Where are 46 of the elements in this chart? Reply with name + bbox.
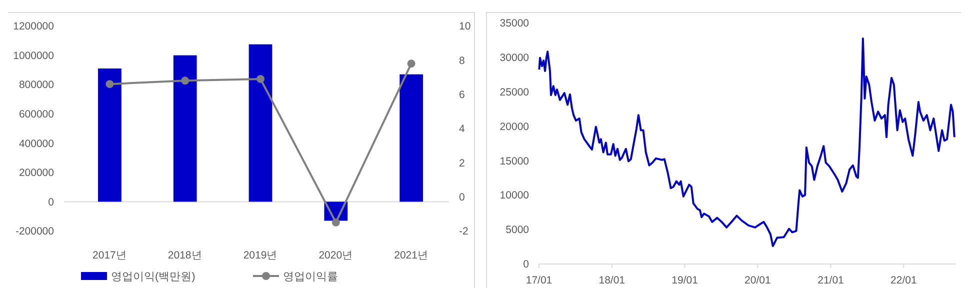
legend-label: 영업이익(백만원) <box>111 270 196 283</box>
y-tick-label: 200000 <box>18 167 54 180</box>
y2-tick-label: 4 <box>459 123 465 136</box>
y-tick-label: 10000 <box>500 190 530 202</box>
y-tick-label: 0 <box>523 258 530 271</box>
y2-tick-label: 6 <box>459 89 465 102</box>
y-tick-label: 15000 <box>500 155 530 168</box>
x-tick-label: 20/01 <box>744 274 771 287</box>
x-tick-label: 18/01 <box>598 274 626 287</box>
y-tick-label: 800000 <box>18 79 54 92</box>
x-tick-label: 2020년 <box>318 250 354 262</box>
point <box>181 76 190 85</box>
y-tick-label: 5000 <box>506 224 530 236</box>
y-tick-label: 0 <box>48 196 54 208</box>
x-tick-label: 2021년 <box>394 250 428 262</box>
y-tick-label: 400000 <box>18 138 54 150</box>
point <box>407 60 416 68</box>
y-tick-label: 25000 <box>500 86 530 98</box>
bar <box>400 74 423 202</box>
y2-tick-label: 8 <box>459 54 465 67</box>
y-tick-label: 20000 <box>500 120 530 133</box>
bar <box>173 55 197 202</box>
point <box>106 80 114 88</box>
x-tick-label: 19/01 <box>672 274 698 287</box>
x-tick-label: 2018년 <box>168 250 202 262</box>
y-tick-label: -200000 <box>15 226 54 238</box>
x-tick-label: 2017년 <box>92 250 127 262</box>
y2-tick-label: 0 <box>459 192 465 204</box>
x-tick-label: 21/01 <box>818 274 844 287</box>
bar <box>98 68 122 202</box>
y-tick-label: 35000 <box>500 17 530 30</box>
point <box>332 218 340 226</box>
x-tick-label: 2019년 <box>243 250 278 262</box>
y-tick-label: 1200000 <box>13 20 54 33</box>
y2-tick-label: 2 <box>459 157 465 170</box>
y-tick-label: 600000 <box>18 108 54 121</box>
y2-tick-label: -2 <box>459 226 468 238</box>
point <box>256 74 264 83</box>
x-tick-label: 22/01 <box>890 274 917 287</box>
y-tick-label: 1000000 <box>13 50 54 62</box>
legend-label: 영업이익률 <box>283 270 338 283</box>
x-tick-label: 17/01 <box>526 274 552 287</box>
line-series <box>538 38 956 248</box>
y2-tick-label: 10 <box>459 20 471 33</box>
y-tick-label: 30000 <box>500 52 530 64</box>
bar <box>248 44 272 202</box>
